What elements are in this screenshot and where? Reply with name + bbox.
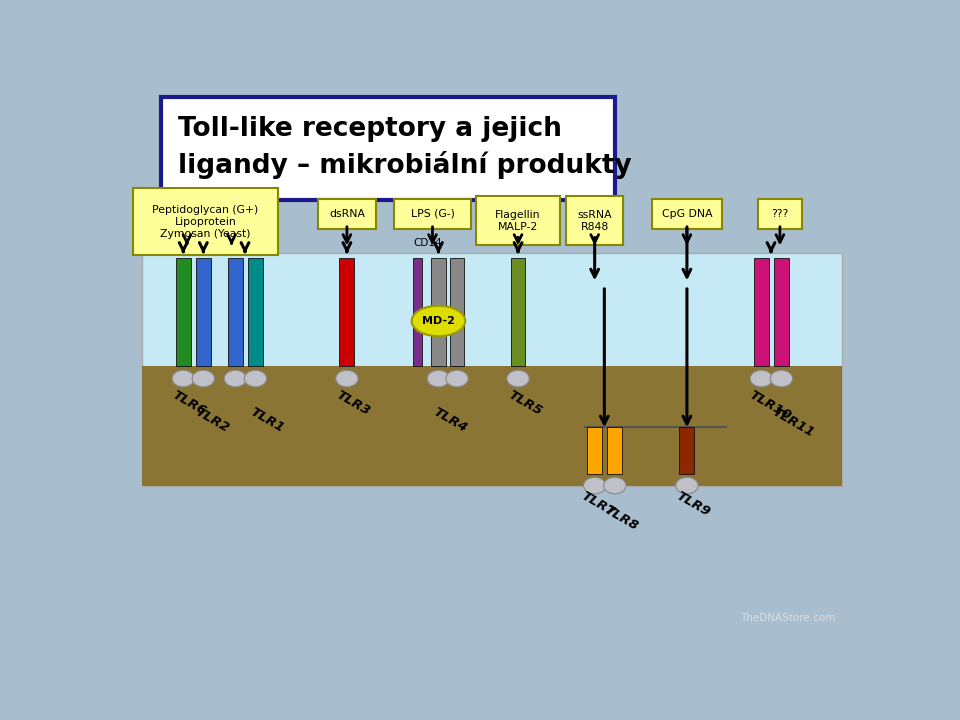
FancyBboxPatch shape bbox=[476, 196, 560, 245]
Text: TLR10: TLR10 bbox=[747, 389, 794, 423]
FancyBboxPatch shape bbox=[758, 199, 802, 229]
Text: TLR2: TLR2 bbox=[193, 405, 231, 435]
Ellipse shape bbox=[770, 370, 793, 387]
Text: TLR4: TLR4 bbox=[431, 405, 469, 435]
FancyBboxPatch shape bbox=[161, 97, 614, 200]
Bar bbox=[228, 258, 243, 366]
Text: CD14: CD14 bbox=[413, 238, 442, 248]
Text: ssRNA
R848: ssRNA R848 bbox=[577, 210, 612, 232]
Text: TLR11: TLR11 bbox=[770, 405, 816, 440]
Ellipse shape bbox=[427, 370, 449, 387]
Text: CpG DNA: CpG DNA bbox=[661, 209, 712, 219]
Text: LPS (G-): LPS (G-) bbox=[411, 209, 454, 219]
Text: Peptidoglycan (G+)
Lipoprotein
Zymosan (Yeast): Peptidoglycan (G+) Lipoprotein Zymosan (… bbox=[153, 204, 258, 238]
Bar bbox=[196, 258, 211, 366]
Ellipse shape bbox=[244, 370, 267, 387]
Text: TLR8: TLR8 bbox=[602, 503, 640, 533]
Text: TheDNAStore.com: TheDNAStore.com bbox=[740, 613, 836, 623]
Ellipse shape bbox=[584, 477, 606, 494]
Ellipse shape bbox=[412, 306, 466, 336]
Bar bbox=[431, 258, 445, 366]
Bar bbox=[142, 253, 842, 485]
Bar bbox=[774, 258, 789, 366]
Ellipse shape bbox=[172, 370, 194, 387]
Ellipse shape bbox=[224, 370, 247, 387]
Text: ligandy – mikrobiální produkty: ligandy – mikrobiální produkty bbox=[178, 151, 632, 179]
Bar bbox=[449, 258, 465, 366]
Bar bbox=[142, 366, 842, 485]
Text: TLR1: TLR1 bbox=[248, 405, 286, 435]
Bar bbox=[608, 428, 622, 474]
Bar bbox=[511, 258, 525, 366]
Text: Toll-like receptory a jejich: Toll-like receptory a jejich bbox=[178, 116, 562, 142]
Text: Flagellin
MALP-2: Flagellin MALP-2 bbox=[495, 210, 540, 232]
FancyBboxPatch shape bbox=[652, 199, 722, 229]
FancyBboxPatch shape bbox=[133, 188, 277, 255]
Ellipse shape bbox=[445, 370, 468, 387]
Ellipse shape bbox=[336, 370, 358, 387]
FancyBboxPatch shape bbox=[319, 199, 375, 229]
FancyBboxPatch shape bbox=[394, 199, 471, 229]
Bar bbox=[754, 258, 769, 366]
Ellipse shape bbox=[604, 477, 626, 494]
Text: TLR5: TLR5 bbox=[505, 389, 544, 418]
Text: TLR6: TLR6 bbox=[170, 389, 208, 418]
Text: TLR7: TLR7 bbox=[579, 490, 617, 519]
Ellipse shape bbox=[750, 370, 773, 387]
Text: MD-2: MD-2 bbox=[422, 316, 455, 326]
Text: dsRNA: dsRNA bbox=[329, 209, 365, 219]
Bar bbox=[588, 428, 602, 474]
Text: ???: ??? bbox=[771, 209, 788, 219]
Text: TLR3: TLR3 bbox=[333, 389, 372, 418]
Bar bbox=[340, 258, 354, 366]
Bar bbox=[176, 258, 191, 366]
Ellipse shape bbox=[676, 477, 698, 494]
Text: TLR9: TLR9 bbox=[674, 490, 713, 519]
Bar bbox=[413, 258, 422, 366]
FancyBboxPatch shape bbox=[566, 196, 623, 245]
Ellipse shape bbox=[192, 370, 214, 387]
Bar bbox=[248, 258, 263, 366]
Bar bbox=[680, 428, 694, 474]
Ellipse shape bbox=[507, 370, 529, 387]
